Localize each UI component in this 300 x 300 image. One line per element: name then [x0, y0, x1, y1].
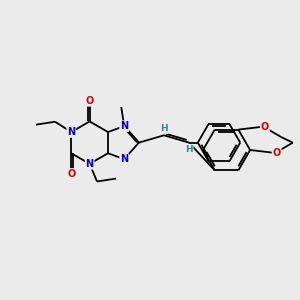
- Text: H: H: [185, 145, 193, 154]
- Text: O: O: [67, 169, 75, 179]
- Text: O: O: [85, 96, 94, 106]
- Text: O: O: [272, 148, 281, 158]
- Text: N: N: [120, 154, 128, 164]
- Text: N: N: [85, 159, 94, 169]
- Text: N: N: [67, 127, 75, 137]
- Text: N: N: [120, 121, 128, 131]
- Text: O: O: [261, 122, 269, 132]
- Text: H: H: [160, 124, 168, 133]
